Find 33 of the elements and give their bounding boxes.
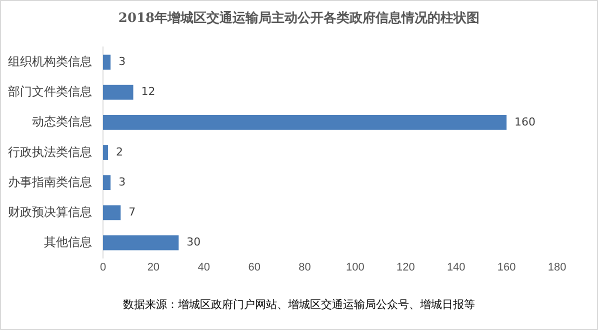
x-tick-label: 80 (298, 261, 311, 274)
x-tick-label: 100 (346, 261, 364, 274)
bar (103, 84, 134, 100)
x-tick-label: 0 (100, 261, 106, 274)
x-tick-label: 180 (548, 261, 566, 274)
x-tick-label: 20 (147, 261, 160, 274)
y-tick-label: 财政预决算信息 (8, 204, 92, 219)
bar (103, 205, 121, 220)
bar (103, 114, 507, 130)
x-tick-label: 160 (497, 261, 516, 274)
data-label: 3 (118, 55, 126, 68)
x-tick-label: 40 (198, 261, 210, 274)
y-tick-label: 办事指南类信息 (8, 174, 92, 189)
y-tick-label: 其他信息 (44, 235, 92, 250)
y-tick-label: 行政执法类信息 (8, 144, 92, 159)
x-tick-label: 60 (248, 261, 260, 274)
data-label: 30 (186, 236, 201, 249)
data-label: 7 (128, 206, 136, 219)
x-tick-label: 120 (396, 261, 415, 274)
source-note: 数据来源：增城区政府门户网站、增城区交通运输局公众号、增城日报等 (122, 297, 476, 312)
data-label: 160 (514, 115, 536, 128)
data-label: 3 (118, 175, 126, 188)
y-tick-label: 动态类信息 (32, 114, 92, 129)
bar (103, 235, 179, 250)
y-tick-label: 组织机构类信息 (8, 54, 92, 69)
bar (103, 145, 108, 160)
bar (103, 54, 111, 70)
x-tick-label: 140 (446, 261, 466, 274)
chart-title: 2018年增城区交通运输局主动公开各类政府信息情况的柱状图 (117, 10, 481, 27)
data-label: 2 (116, 145, 124, 158)
bar (103, 175, 111, 190)
data-label: 12 (141, 85, 156, 98)
y-tick-label: 部门文件类信息 (8, 84, 92, 99)
